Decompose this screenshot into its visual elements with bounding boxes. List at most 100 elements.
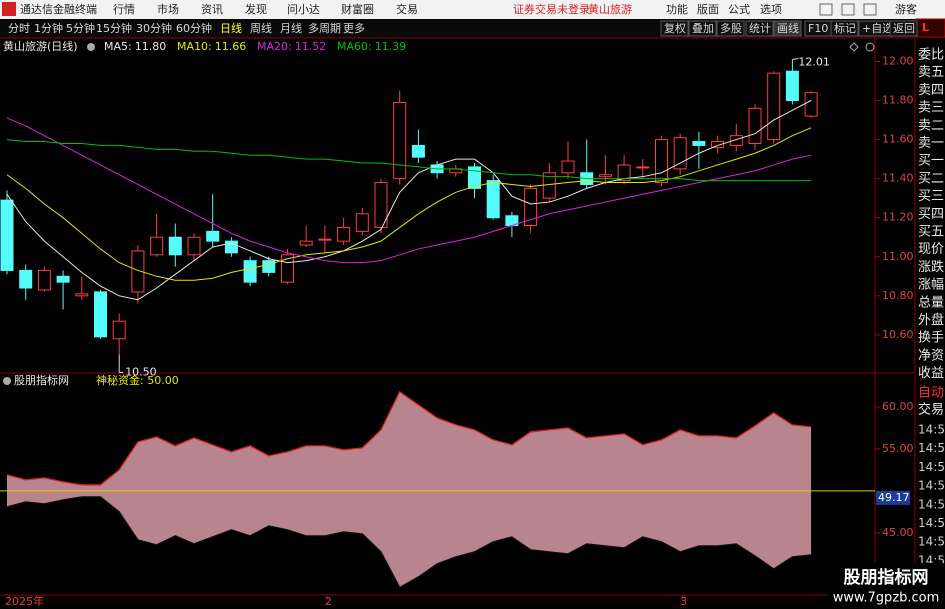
tool-button[interactable]: F10 [808,22,828,35]
period-tab[interactable]: 日线 [220,21,242,35]
legend-entry: MA20: 11.52 [257,40,326,53]
menu-item[interactable]: 交易 [396,2,418,16]
quote-field: 涨幅 [918,278,944,293]
menu-tool[interactable]: 选项 [760,3,782,16]
legend-separator: : [128,40,132,53]
legend-entry: MA5: 11.80 [104,40,166,53]
auto-trade[interactable]: 交易 [918,402,944,418]
legend-value: 11.66 [215,40,247,53]
menu-tool[interactable]: 功能 [666,2,688,16]
candle-body [19,269,33,289]
candle-body [374,182,388,228]
trade-time: 14:56 [918,441,945,455]
icon[interactable] [865,42,875,52]
y-tick-label: 60.00 [882,400,914,413]
window-button[interactable] [841,3,855,16]
candle-body [468,166,481,189]
quote-field: 涨跌 [918,259,944,275]
menu-item[interactable]: 行情 [113,3,135,16]
stock-name[interactable]: 黄山旅游 [588,2,632,16]
period-tab[interactable]: 60分钟 [176,21,212,35]
period-tab[interactable]: 30分钟 [136,21,172,35]
period-tab[interactable]: 1分钟 [34,21,63,35]
quote-field: 委比 [918,48,944,63]
candle-body [131,250,145,293]
candle-body [206,230,220,242]
quote-field: 卖一 [918,136,944,151]
y-tick-label: 45.00 [882,526,914,539]
tool-button[interactable]: 画线 [777,21,799,35]
x-tick-label: 3 [680,595,687,608]
tool-button[interactable]: 标记 [834,21,856,35]
period-tab[interactable]: 多周期 [308,21,341,35]
candle-body [224,240,238,254]
tool-button[interactable]: 多股 [720,21,742,35]
tool-button-frame [716,20,745,37]
legend-entry: MA60: 11.39 [337,40,406,53]
icon[interactable] [849,42,859,52]
quote-field: 现价 [918,242,944,257]
ma-line [6,139,812,182]
period-tab[interactable]: 15分钟 [96,21,132,35]
y-tick-label: 10.60 [882,328,914,341]
menu-item[interactable]: 资讯 [201,3,223,16]
tool-button[interactable]: 返回 [893,22,915,35]
menu-item[interactable]: 财富圈 [341,2,374,16]
period-tab[interactable]: 更多 [343,21,365,35]
candle-body [486,180,500,219]
tool-button[interactable]: 叠加 [692,22,714,35]
candle-body [692,141,706,146]
tool-button[interactable]: 复权 [664,21,686,35]
user[interactable]: 游客 [895,2,917,16]
tool-button[interactable]: +自选 [862,22,893,35]
candle-body [318,238,332,241]
menu-bar [0,0,945,19]
menu-tool[interactable]: 版面 [697,2,719,16]
annotation-pointer [792,57,799,60]
watermark-title: 股朋指标网 [844,567,929,588]
quote-field: 卖四 [918,83,944,98]
menu-item[interactable]: 问小达 [287,3,320,16]
period-tab[interactable]: 分时 [8,22,30,35]
quote-field: 买五 [918,225,944,240]
ma-line [6,127,812,281]
quote-field: 卖二 [918,118,944,133]
menu-tool[interactable]: 公式 [728,3,750,16]
y-tick-label: 12.00 [882,54,914,67]
quote-field: 净资 [918,348,944,363]
legend-icon[interactable] [87,43,95,51]
candle-body [655,139,668,184]
period-tab[interactable]: 月线 [280,21,302,35]
candle-body [711,141,725,148]
auto-trade[interactable]: 自动 [918,386,944,401]
quote-field: 买三 [918,189,944,204]
legend-separator: : [288,40,292,53]
tool-button-frame [688,20,717,37]
ma-line [6,100,812,301]
tool-button-frame [889,20,918,37]
menu-item[interactable]: 市场 [157,2,179,16]
legend-icon[interactable] [3,377,11,385]
trade-time: 14:56 [918,497,945,511]
candle-body [299,240,313,246]
tool-button[interactable]: 统计 [749,22,771,35]
window-button[interactable] [819,3,833,16]
legend-separator: : [368,40,372,53]
window-button[interactable] [863,3,877,16]
candle-body [187,236,201,256]
logo [2,2,16,16]
legend-name: MA60 [337,40,368,53]
tool-button-frame [773,20,802,37]
legend-value: 11.39 [375,40,407,53]
menu-item[interactable]: 发现 [245,2,267,16]
candle-body [673,137,687,170]
separator: : [140,374,144,387]
notice[interactable]: 证券交易未登录 [513,2,590,16]
candle-body [411,144,425,158]
period-tab[interactable]: 周线 [250,21,272,35]
candle-body [337,226,351,242]
legend-entry: MA10: 11.66 [177,40,246,53]
period-tab[interactable]: 5分钟 [66,21,95,35]
